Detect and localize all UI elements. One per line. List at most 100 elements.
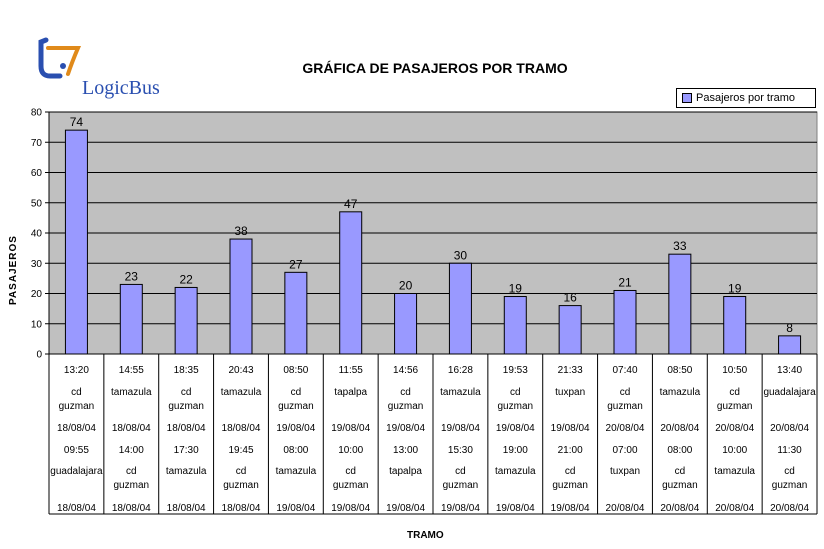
tick-label-place: tamazula — [495, 466, 536, 477]
tick-label-place: guzman — [662, 480, 698, 491]
tick-label-time: 10:50 — [722, 365, 747, 376]
tick-label-place: guzman — [717, 401, 753, 412]
tick-label-place: guzman — [388, 401, 424, 412]
tick-label-place: guzman — [168, 401, 204, 412]
tick-label-place: cd — [620, 387, 631, 398]
tick-label-place: cd — [345, 466, 356, 477]
bar — [448, 262, 472, 355]
tick-label-date: 20/08/04 — [660, 503, 699, 514]
tick-label-time: 16:28 — [448, 365, 473, 376]
data-label: 33 — [673, 239, 687, 253]
tick-label-place: tamazula — [714, 466, 755, 477]
data-label: 74 — [70, 115, 84, 129]
data-label: 22 — [179, 272, 193, 286]
tick-label-date: 19/08/04 — [551, 423, 590, 434]
tick-label-time: 13:40 — [777, 365, 802, 376]
tick-label-place: guzman — [443, 480, 479, 491]
tick-label-time: 08:00 — [667, 445, 692, 456]
data-label: 8 — [786, 321, 793, 335]
tick-label-place: cd — [455, 466, 466, 477]
tick-label-time: 08:50 — [667, 365, 692, 376]
bar — [558, 305, 582, 355]
tick-label-time: 15:30 — [448, 445, 473, 456]
tick-label-date: 19/08/04 — [276, 423, 315, 434]
y-tick-label: 30 — [31, 259, 43, 270]
legend: Pasajeros por tramo — [676, 88, 816, 108]
tick-label-place: cd — [71, 387, 82, 398]
x-axis-label: TRAMO — [407, 530, 444, 541]
bar — [339, 211, 363, 355]
tick-label-time: 07:40 — [612, 365, 637, 376]
tick-label-place: cd — [400, 387, 411, 398]
legend-label: Pasajeros por tramo — [696, 92, 796, 104]
tick-label-time: 13:00 — [393, 445, 418, 456]
tick-label-date: 18/08/04 — [57, 423, 96, 434]
bar — [668, 253, 692, 355]
tick-label-time: 19:45 — [228, 445, 253, 456]
bar — [119, 283, 143, 355]
tick-label-date: 20/08/04 — [606, 423, 645, 434]
logo-text: LogicBus — [82, 77, 160, 99]
tick-label-date: 20/08/04 — [770, 423, 809, 434]
data-label: 19 — [728, 282, 742, 296]
data-label: 19 — [509, 282, 523, 296]
tick-label-place: tamazula — [440, 387, 481, 398]
tick-label-date: 18/08/04 — [57, 503, 96, 514]
tick-label-date: 18/08/04 — [112, 423, 151, 434]
tick-label-time: 10:00 — [722, 445, 747, 456]
tick-label-place: guzman — [607, 401, 643, 412]
data-label: 21 — [618, 275, 632, 289]
tick-label-time: 11:55 — [339, 365, 364, 376]
tick-label-time: 07:00 — [612, 445, 637, 456]
tick-label-date: 19/08/04 — [551, 503, 590, 514]
tick-label-date: 18/08/04 — [222, 423, 261, 434]
tick-label-date: 20/08/04 — [606, 503, 645, 514]
y-tick-label: 60 — [31, 168, 43, 179]
tick-label-date: 19/08/04 — [441, 503, 480, 514]
y-tick-label: 10 — [31, 319, 43, 330]
tick-label-date: 18/08/04 — [222, 503, 261, 514]
tick-label-place: cd — [181, 387, 192, 398]
tick-label-place: guzman — [113, 480, 149, 491]
tick-label-time: 10:00 — [338, 445, 363, 456]
tick-label-place: cd — [729, 387, 740, 398]
bar — [723, 296, 747, 355]
bar — [503, 296, 527, 355]
tick-label-place: guadalajara — [50, 466, 103, 477]
tick-label-date: 20/08/04 — [660, 423, 699, 434]
tick-label-date: 18/08/04 — [167, 423, 206, 434]
tick-label-place: tamazula — [111, 387, 152, 398]
tick-label-date: 19/08/04 — [386, 423, 425, 434]
tick-label-place: guadalajara — [763, 387, 816, 398]
tick-label-time: 21:00 — [558, 445, 583, 456]
tick-label-time: 14:55 — [119, 365, 144, 376]
tick-label-place: tamazula — [221, 387, 262, 398]
tick-label-date: 18/08/04 — [112, 503, 151, 514]
tick-label-time: 13:20 — [64, 365, 89, 376]
tick-label-place: tuxpan — [610, 466, 640, 477]
tick-label-date: 19/08/04 — [496, 423, 535, 434]
tick-label-time: 20:43 — [228, 365, 253, 376]
tick-label-time: 19:00 — [503, 445, 528, 456]
tick-label-place: cd — [126, 466, 137, 477]
tick-label-place: cd — [510, 387, 521, 398]
tick-label-time: 08:00 — [283, 445, 308, 456]
tick-label-place: guzman — [59, 401, 95, 412]
tick-label-date: 19/08/04 — [496, 503, 535, 514]
tick-label-place: cd — [784, 466, 795, 477]
tick-label-time: 14:00 — [119, 445, 144, 456]
data-label: 27 — [289, 257, 303, 271]
tick-label-date: 20/08/04 — [715, 503, 754, 514]
tick-label-date: 20/08/04 — [715, 423, 754, 434]
bar — [778, 335, 802, 355]
data-label: 47 — [344, 197, 358, 211]
data-label: 16 — [563, 291, 577, 305]
tick-label-date: 19/08/04 — [331, 503, 370, 514]
tick-label-time: 19:53 — [503, 365, 528, 376]
tick-label-time: 08:50 — [283, 365, 308, 376]
tick-label-date: 19/08/04 — [441, 423, 480, 434]
y-tick-label: 40 — [31, 229, 43, 240]
tick-label-time: 09:55 — [64, 445, 89, 456]
bar — [64, 129, 88, 355]
